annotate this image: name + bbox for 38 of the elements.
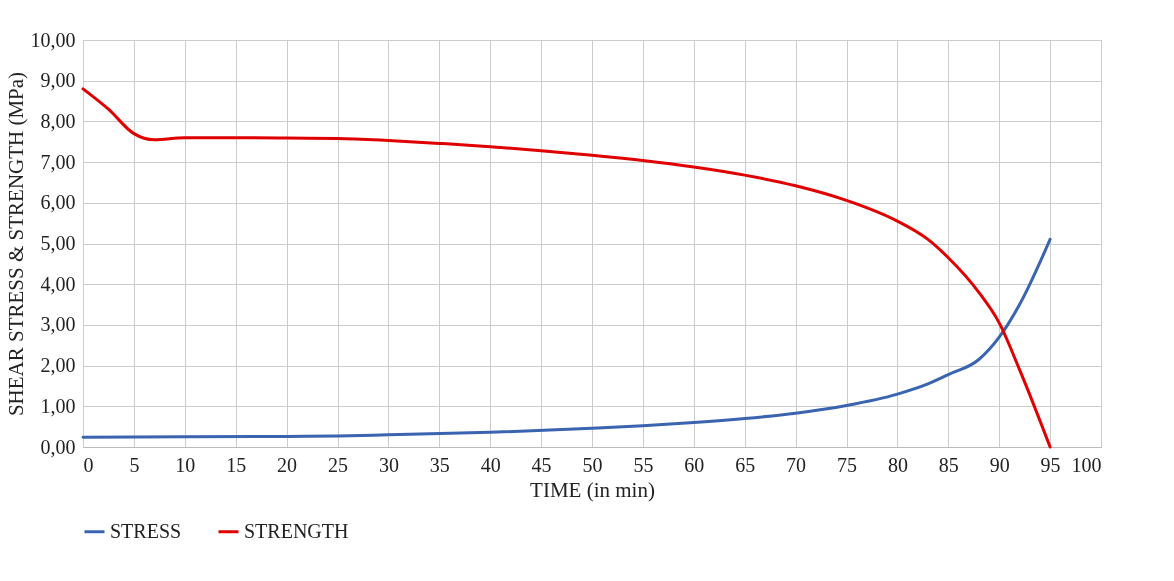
x-axis-title: TIME (in min) (530, 477, 655, 502)
y-tick-label: 2,00 (40, 354, 76, 377)
y-tick-label: 9,00 (40, 69, 76, 92)
x-tick-label: 0 (83, 453, 94, 476)
legend-label: STRENGTH (244, 519, 349, 542)
x-tick-label: 45 (531, 453, 552, 476)
x-tick-label: 25 (328, 453, 348, 476)
y-tick-label: 5,00 (40, 232, 76, 254)
y-tick-label: 0,00 (40, 435, 76, 458)
x-tick-label: 80 (887, 453, 908, 476)
x-tick-label: 75 (837, 453, 857, 476)
line-series (81, 87, 1052, 449)
line-series (81, 237, 1052, 439)
x-tick-label: 100 (1071, 453, 1102, 476)
y-tick-label: 6,00 (40, 191, 76, 214)
x-tick-label: 65 (735, 453, 756, 476)
y-tick-label: 10,00 (30, 28, 76, 51)
y-tick-label: 3,00 (40, 313, 76, 336)
x-tick-label: 55 (633, 453, 654, 476)
x-tick-label: 70 (786, 453, 807, 476)
legend-label: STRESS (110, 519, 182, 542)
y-axis-title: SHEAR STRESS & STRENGTH (MPa) (3, 71, 28, 417)
y-tick-label: 1,00 (40, 394, 76, 417)
y-tick-label: 4,00 (40, 272, 76, 295)
y-tick-label: 8,00 (40, 109, 76, 132)
x-tick-label: 50 (582, 453, 603, 476)
x-tick-label: 95 (1040, 453, 1061, 476)
x-tick-label: 15 (226, 453, 247, 476)
x-tick-label: 90 (989, 453, 1010, 476)
x-tick-label: 40 (480, 453, 501, 476)
x-tick-label: 35 (429, 453, 450, 476)
x-tick-label: 60 (684, 453, 705, 476)
x-tick-label: 5 (129, 453, 140, 476)
x-tick-label: 10 (175, 453, 196, 476)
y-tick-label: 7,00 (40, 150, 76, 173)
x-tick-label: 85 (938, 453, 959, 476)
x-tick-label: 30 (378, 453, 399, 476)
x-tick-label: 20 (277, 453, 298, 476)
